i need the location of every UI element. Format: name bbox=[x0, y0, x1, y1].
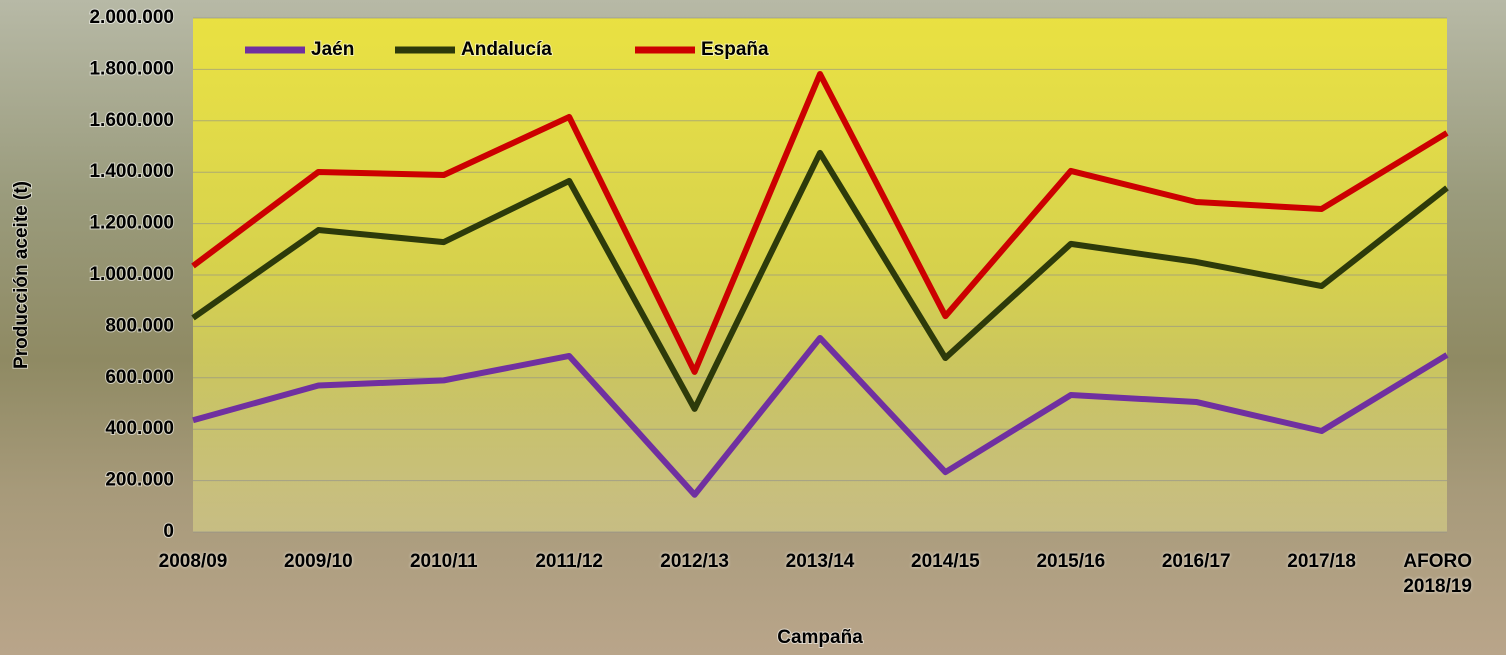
legend-label: Jaén bbox=[311, 39, 354, 60]
x-tick-label: 2010/11 bbox=[409, 551, 478, 572]
y-tick-label: 400.000 bbox=[105, 418, 174, 439]
y-tick-label: 1.200.000 bbox=[89, 213, 174, 234]
x-tick-label: 2012/13 bbox=[660, 551, 729, 572]
x-tick-label: 2016/17 bbox=[1161, 551, 1231, 572]
y-tick-label: 600.000 bbox=[105, 367, 174, 388]
series-line bbox=[191, 149, 1449, 412]
x-tick-label: 2008/09 bbox=[158, 551, 228, 572]
y-tick-label: 0 bbox=[163, 521, 174, 542]
x-axis-title: Campaña bbox=[777, 627, 863, 648]
y-tick-label: 1.800.000 bbox=[89, 58, 174, 79]
y-tick-label: 800.000 bbox=[105, 315, 174, 336]
y-axis-title: Producción aceite (t) bbox=[11, 181, 32, 369]
x-tick-label: AFORO 2018/19 bbox=[1403, 551, 1472, 597]
x-tick-label: 2009/10 bbox=[284, 551, 353, 572]
y-tick-label: 200.000 bbox=[105, 470, 174, 491]
x-tick-label: 2014/15 bbox=[911, 551, 980, 572]
y-tick-label: 1.600.000 bbox=[89, 110, 174, 131]
series-line bbox=[191, 71, 1449, 375]
series-line bbox=[192, 334, 1449, 498]
y-tick-label: 1.400.000 bbox=[89, 161, 174, 182]
legend-label: Andalucía bbox=[461, 39, 552, 60]
x-tick-label: 2011/12 bbox=[535, 551, 603, 572]
y-tick-label: 2.000.000 bbox=[89, 7, 174, 28]
x-tick-label: 2013/14 bbox=[785, 551, 855, 572]
legend-label: España bbox=[701, 39, 769, 60]
x-tick-label: 2015/16 bbox=[1036, 551, 1106, 572]
y-tick-label: 1.000.000 bbox=[89, 264, 174, 285]
x-tick-label: 2017/18 bbox=[1287, 551, 1356, 572]
